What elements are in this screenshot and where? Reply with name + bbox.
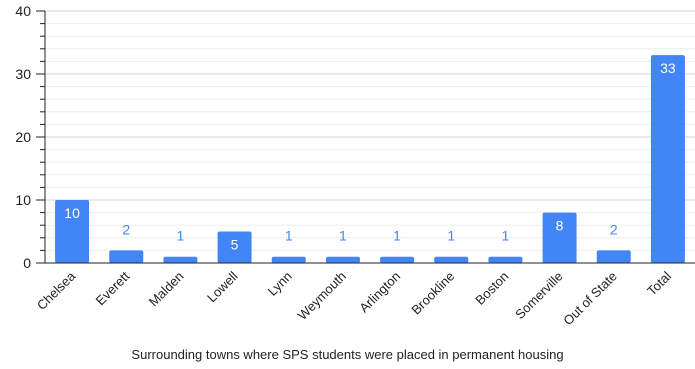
bar-somerville (542, 212, 577, 263)
data-label: 8 (556, 218, 564, 234)
x-tick-label: Out of State (560, 269, 620, 329)
bar-lowell (217, 231, 252, 263)
data-label: 1 (285, 228, 293, 244)
bar-boston (488, 256, 523, 263)
bar-arlington (380, 256, 415, 263)
y-axis: 0 10 20 30 40 (15, 3, 46, 271)
x-tick-label: Lowell (204, 268, 241, 305)
y-tick-label: 40 (15, 3, 31, 19)
x-tick-label: Brookline (408, 269, 457, 318)
data-label: 1 (393, 228, 401, 244)
x-tick-label: Boston (472, 269, 511, 308)
x-axis: Chelsea Everett Malden Lowell Lynn Weymouth Ar… (34, 262, 695, 329)
gridlines (45, 10, 695, 251)
x-tick-label: Chelsea (34, 268, 79, 313)
bar-malden (163, 256, 198, 263)
data-label: 1 (339, 228, 347, 244)
y-tick-label: 10 (15, 192, 31, 208)
y-tick-label: 20 (15, 129, 31, 145)
x-axis-title: Surrounding towns where SPS students wer… (131, 347, 564, 362)
data-label: 1 (502, 228, 510, 244)
bar-everett (109, 250, 144, 263)
data-label: 1 (177, 228, 185, 244)
x-tick-label: Somerville (512, 269, 566, 323)
x-tick-label: Lynn (265, 269, 295, 299)
x-tick-label: Arlington (356, 269, 403, 316)
bar-out-of-state (596, 250, 631, 263)
x-tick-label: Malden (146, 269, 187, 310)
data-label: 10 (64, 205, 80, 221)
bar-weymouth (325, 256, 360, 263)
data-label: 5 (231, 237, 239, 253)
bar-brookline (434, 256, 469, 263)
data-label: 2 (122, 221, 130, 237)
data-label: 2 (610, 221, 618, 237)
x-tick-label: Total (644, 268, 674, 298)
bar-chelsea (55, 200, 90, 263)
x-tick-label: Everett (93, 268, 133, 308)
bar-total (650, 55, 685, 263)
data-label: 33 (660, 60, 676, 76)
data-label: 1 (447, 228, 455, 244)
y-tick-label: 0 (23, 255, 31, 271)
bar-lynn (271, 256, 306, 263)
x-tick-label: Weymouth (295, 269, 349, 323)
y-tick-label: 30 (15, 66, 31, 82)
bars: 10 2 1 5 1 1 1 1 1 8 2 33 (55, 55, 685, 263)
